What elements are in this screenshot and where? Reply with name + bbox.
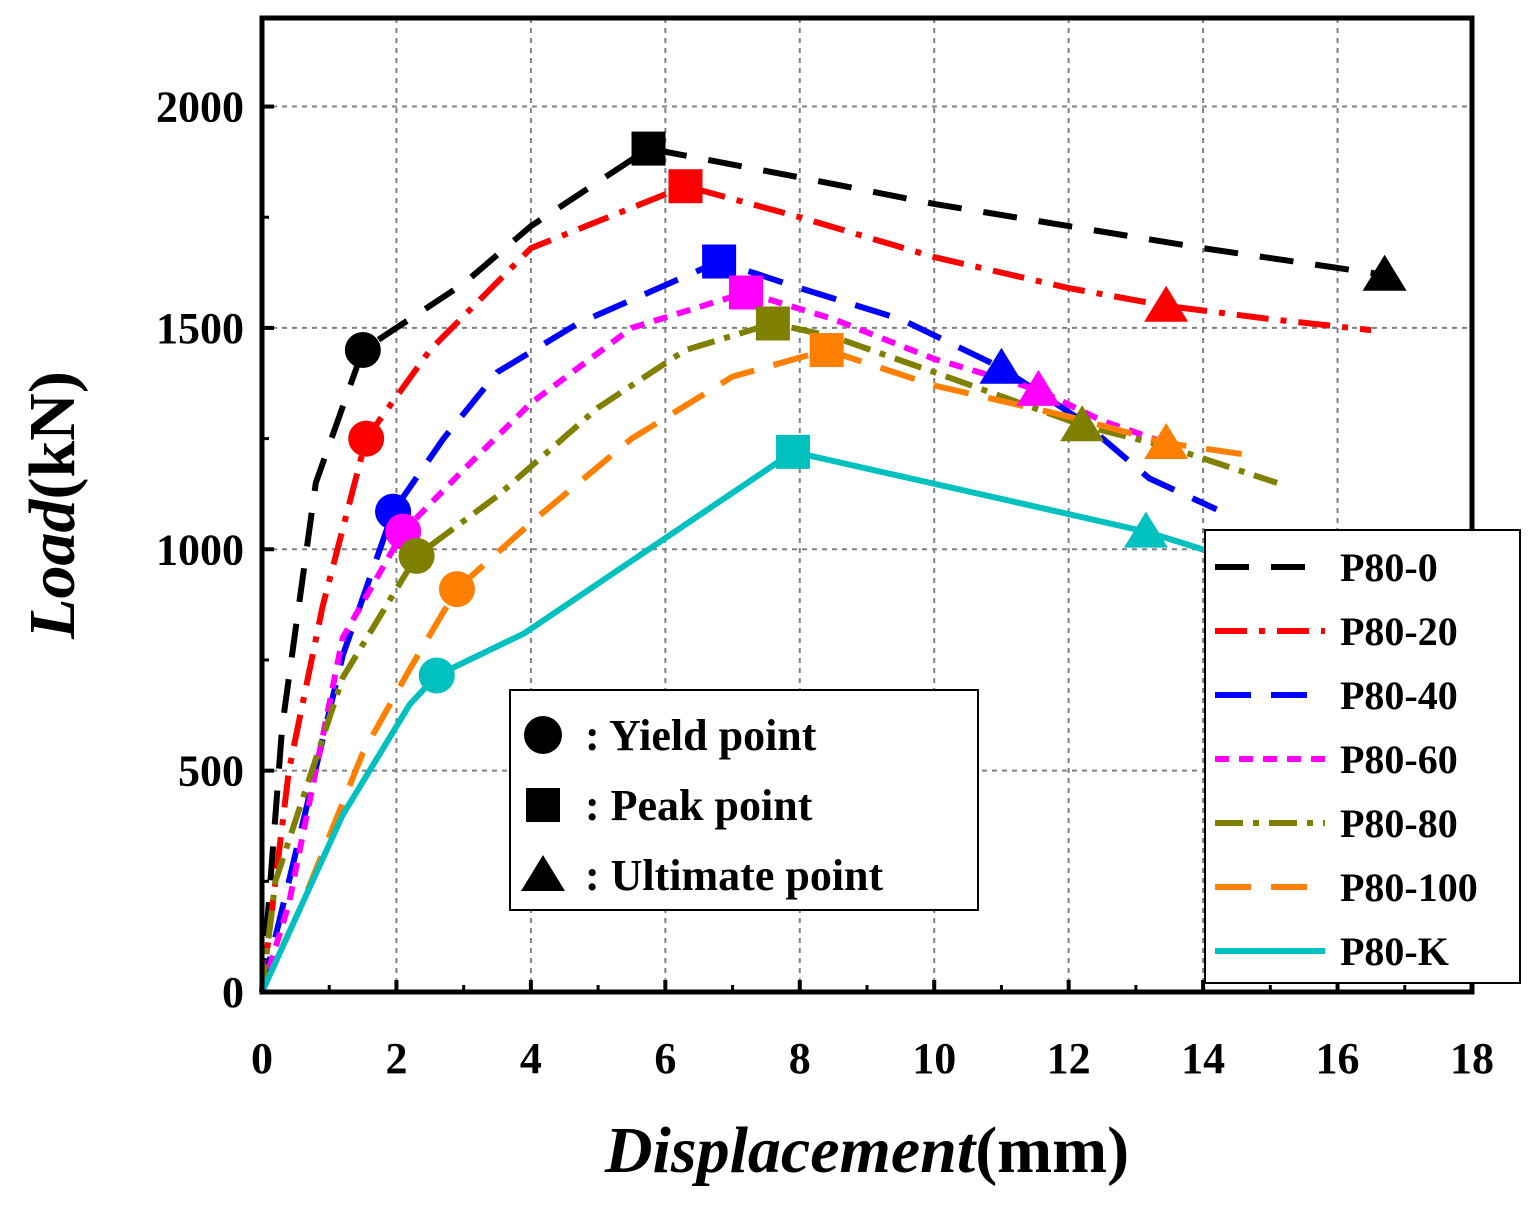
x-tick-label: 0: [251, 1034, 273, 1083]
ultimate-marker-p80-80: [1060, 405, 1105, 442]
series-line-p80-60: [259, 289, 1168, 993]
series-legend-box: [1204, 529, 1521, 984]
ultimate-marker-p80-k: [1123, 511, 1168, 548]
marker-legend: : Yield point : Peak point : Ultimate poin…: [509, 689, 979, 911]
marker-legend-label: : Peak point: [585, 781, 813, 830]
peak-marker-p80-20: [668, 169, 703, 204]
legend-circle-icon: [524, 716, 562, 754]
legend-label-p80-60: P80-60: [1340, 737, 1458, 782]
marker-legend-box: [509, 689, 979, 911]
peak-marker-p80-0: [631, 131, 666, 166]
axis-ticks: 0 2 4 6 8 10 12 14 16 18 0 500 1000 1500 2000: [156, 83, 1494, 1083]
x-tick-label: 6: [654, 1034, 676, 1083]
series-line-p80-k: [259, 448, 1218, 994]
y-tick-label: 2000: [156, 83, 244, 132]
yield-marker-p80-20: [348, 420, 385, 457]
yield-marker-p80-80: [398, 537, 435, 574]
series-line-p80-100: [259, 347, 1258, 994]
series-line-p80-40: [259, 258, 1218, 993]
ultimate-marker-p80-40: [979, 347, 1024, 384]
series-line-p80-80: [259, 320, 1279, 993]
y-tick-label: 1500: [156, 304, 244, 353]
x-tick-label: 10: [912, 1034, 956, 1083]
ultimate-marker-p80-60: [1016, 369, 1061, 406]
legend-label-p80-40: P80-40: [1340, 673, 1458, 718]
series-legend: P80-0 P80-20 P80-40 P80-60 P80-80 P80-100 P80-…: [1204, 529, 1521, 984]
peak-marker-p80-60: [729, 275, 763, 310]
y-tick-label: 0: [222, 968, 244, 1017]
x-tick-label: 16: [1316, 1034, 1360, 1083]
series-markers: [344, 131, 1407, 694]
marker-legend-label: : Ultimate point: [585, 851, 884, 900]
series-line-p80-0: [259, 145, 1386, 993]
yield-marker-p80-k: [418, 657, 455, 694]
y-tick-label: 1000: [156, 525, 244, 574]
peak-marker-p80-100: [809, 333, 844, 368]
x-tick-label: 4: [520, 1034, 542, 1083]
legend-label-p80-80: P80-80: [1340, 801, 1458, 846]
yield-marker-p80-0: [344, 332, 381, 369]
x-tick-label: 2: [385, 1034, 407, 1083]
ultimate-marker-p80-20: [1144, 285, 1189, 322]
legend-triangle-icon: [521, 855, 565, 891]
peak-marker-p80-40: [702, 244, 737, 279]
ultimate-marker-p80-0: [1362, 254, 1407, 291]
legend-label-p80-100: P80-100: [1340, 865, 1478, 910]
x-axis-title: Displacement(mm): [604, 1114, 1129, 1187]
x-tick-label: 14: [1181, 1034, 1225, 1083]
x-tick-label: 8: [789, 1034, 811, 1083]
ultimate-marker-p80-100: [1144, 423, 1189, 460]
peak-marker-p80-k: [776, 434, 811, 469]
legend-label-p80-k: P80-K: [1340, 929, 1449, 974]
legend-label-p80-20: P80-20: [1340, 609, 1458, 654]
peak-marker-p80-80: [755, 306, 790, 341]
series-line-p80-20: [259, 183, 1372, 993]
legend-label-p80-0: P80-0: [1340, 545, 1438, 590]
x-tick-label: 18: [1450, 1034, 1494, 1083]
y-axis-title: Load(kN): [16, 371, 89, 640]
legend-square-icon: [526, 788, 560, 822]
yield-marker-p80-100: [438, 571, 475, 608]
y-tick-label: 500: [178, 747, 244, 796]
marker-legend-label: : Yield point: [585, 711, 817, 760]
x-tick-label: 12: [1047, 1034, 1091, 1083]
series-lines: [259, 145, 1386, 994]
